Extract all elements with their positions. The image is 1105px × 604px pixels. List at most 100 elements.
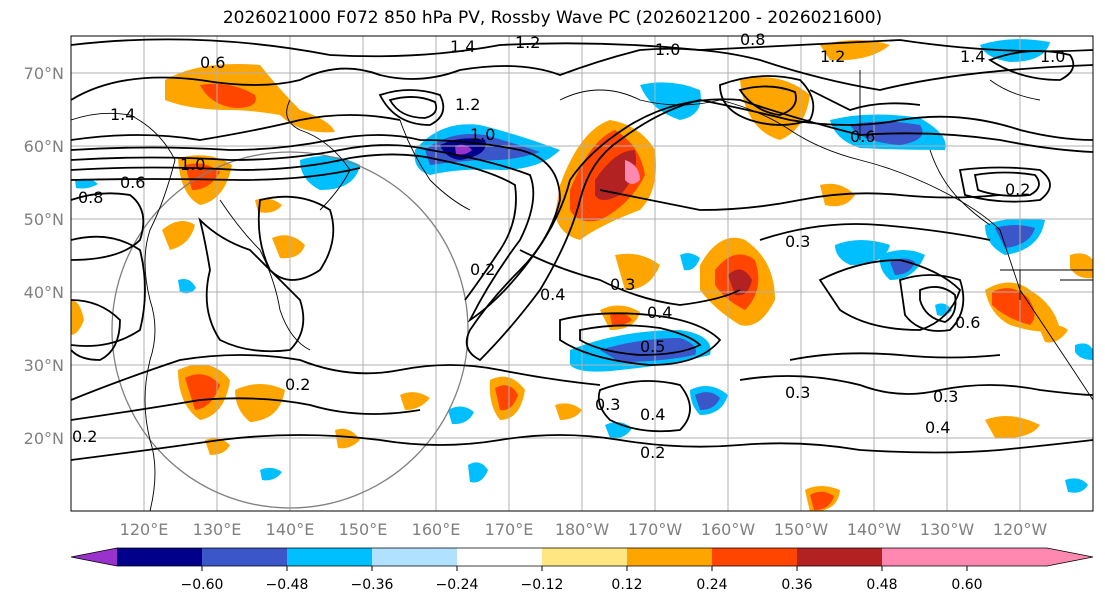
colorbar-outline	[70, 547, 1094, 567]
colorbar-extend-min	[71, 548, 117, 566]
contour-label: 0.6	[955, 313, 980, 332]
contour-label: 0.8	[78, 188, 103, 207]
contour-label: 1.4	[450, 37, 475, 56]
contour-label: 0.4	[925, 418, 950, 437]
contour-label: 0.8	[740, 30, 765, 49]
colorbar-tick-label: 0.24	[696, 577, 727, 593]
contour-label: 0.4	[540, 285, 565, 304]
contour-label: 0.3	[595, 395, 620, 414]
colorbar-segment	[457, 548, 542, 566]
contour-label: 0.2	[72, 427, 97, 446]
contour-label: 0.3	[785, 232, 810, 251]
positive-anomaly-region	[625, 160, 640, 184]
positive-anomaly-region	[255, 198, 282, 213]
colorbar-tick-label: 0.36	[781, 577, 812, 593]
contour-label: 1.2	[515, 33, 540, 52]
contour-label: 1.4	[960, 47, 985, 66]
positive-anomaly-region	[992, 288, 1035, 325]
positive-anomaly-region	[820, 40, 890, 61]
colorbar-tick-label: −0.48	[266, 577, 309, 593]
lon-tick-label: 170°E	[485, 520, 534, 539]
positive-anomaly-region	[235, 384, 285, 422]
lon-tick-label: 140°W	[847, 520, 902, 539]
positive-anomaly-region	[555, 403, 582, 420]
plot-frame	[70, 35, 1094, 512]
contour-label: 0.4	[640, 405, 665, 424]
lon-tick-label: 120°E	[120, 520, 169, 539]
negative-anomaly-region	[1075, 343, 1093, 360]
contour-label: 0.2	[470, 260, 495, 279]
contour-label: 1.0	[180, 155, 205, 174]
positive-anomaly-region	[335, 428, 360, 449]
lon-tick-label: 120°W	[993, 520, 1048, 539]
lat-tick-label: 30°N	[24, 356, 64, 375]
lon-tick-label: 160°E	[412, 520, 461, 539]
colorbar-segment	[712, 548, 797, 566]
negative-anomaly-region	[468, 462, 488, 483]
positive-anomaly-region	[1040, 325, 1068, 343]
contour-labels: 1.4 1.2 1.0 0.8 1.0 1.4 1.2 0.6 0.8 0.6 …	[72, 30, 1065, 462]
colorbar-segment	[287, 548, 372, 566]
colorbar-segment	[797, 548, 882, 566]
colorbar-segment	[202, 548, 287, 566]
lon-tick-label: 170°W	[628, 520, 683, 539]
positive-anomaly-region	[272, 235, 305, 259]
colorbar-tick-label: −0.36	[351, 577, 394, 593]
contour-label: 0.3	[785, 383, 810, 402]
reference-circle	[111, 151, 469, 509]
colorbar-segment	[117, 548, 202, 566]
negative-anomaly-region	[448, 406, 474, 425]
positive-anomaly-region	[1070, 253, 1093, 279]
colorbar-extend-max	[967, 548, 1093, 566]
positive-anomaly-region	[495, 385, 518, 411]
contour-label: 0.4	[647, 303, 672, 322]
contour-label: 0.3	[610, 275, 635, 294]
colorbar: −0.60 −0.48 −0.36 −0.24 −0.12 0.12 0.24 …	[70, 547, 1094, 593]
colorbar-tick-label: 0.60	[951, 577, 982, 593]
contour-label: 1.2	[455, 95, 480, 114]
colorbar-ticks	[201, 566, 968, 571]
contour-label: 0.6	[850, 127, 875, 146]
colorbar-segment	[627, 548, 712, 566]
contour-label: 0.6	[120, 173, 145, 192]
positive-anomaly-region	[71, 300, 84, 335]
lat-tick-label: 60°N	[24, 137, 64, 156]
negative-anomaly-region	[995, 225, 1035, 248]
contour-label: 0.5	[640, 337, 665, 356]
positive-anomaly-region	[200, 83, 256, 108]
negative-anomaly-region	[260, 467, 282, 481]
lon-tick-label: 150°W	[774, 520, 829, 539]
negative-anomaly-region	[75, 178, 98, 189]
colorbar-tick-label: −0.12	[521, 577, 564, 593]
contour-label: 1.4	[110, 105, 135, 124]
contour-label: 0.2	[640, 443, 665, 462]
positive-anomaly-region	[728, 269, 752, 296]
positive-anomaly-region	[162, 221, 195, 250]
colorbar-segment	[882, 548, 967, 566]
colorbar-tick-label: −0.24	[436, 577, 479, 593]
lat-tick-label: 20°N	[24, 429, 64, 448]
positive-anomaly-region	[400, 392, 430, 410]
contour-label: 1.0	[1040, 47, 1065, 66]
colorbar-tick-label: 0.12	[611, 577, 642, 593]
lon-tick-label: 160°W	[701, 520, 756, 539]
negative-anomaly-region	[455, 144, 472, 155]
contour-label: 1.0	[655, 40, 680, 59]
contour-label: 1.2	[820, 47, 845, 66]
positive-anomaly-region	[985, 416, 1040, 439]
latitude-labels: 70°N 60°N 50°N 40°N 30°N 20°N	[24, 64, 64, 448]
negative-anomaly-region	[600, 338, 696, 362]
positive-anomaly-region	[610, 313, 632, 326]
colorbar-tick-label: −0.60	[181, 577, 224, 593]
lat-tick-label: 70°N	[24, 64, 64, 83]
contour-label: 0.2	[1005, 180, 1030, 199]
colorbar-tick-label: 0.48	[866, 577, 897, 593]
negative-anomaly-region	[680, 253, 700, 271]
negative-anomaly-region	[178, 279, 196, 294]
lon-tick-label: 140°E	[266, 520, 315, 539]
lat-tick-label: 40°N	[24, 283, 64, 302]
longitude-labels: 120°E 130°E 140°E 150°E 160°E 170°E 180°…	[120, 520, 1048, 539]
lon-tick-label: 150°E	[339, 520, 388, 539]
positive-anomaly-region	[810, 491, 834, 510]
